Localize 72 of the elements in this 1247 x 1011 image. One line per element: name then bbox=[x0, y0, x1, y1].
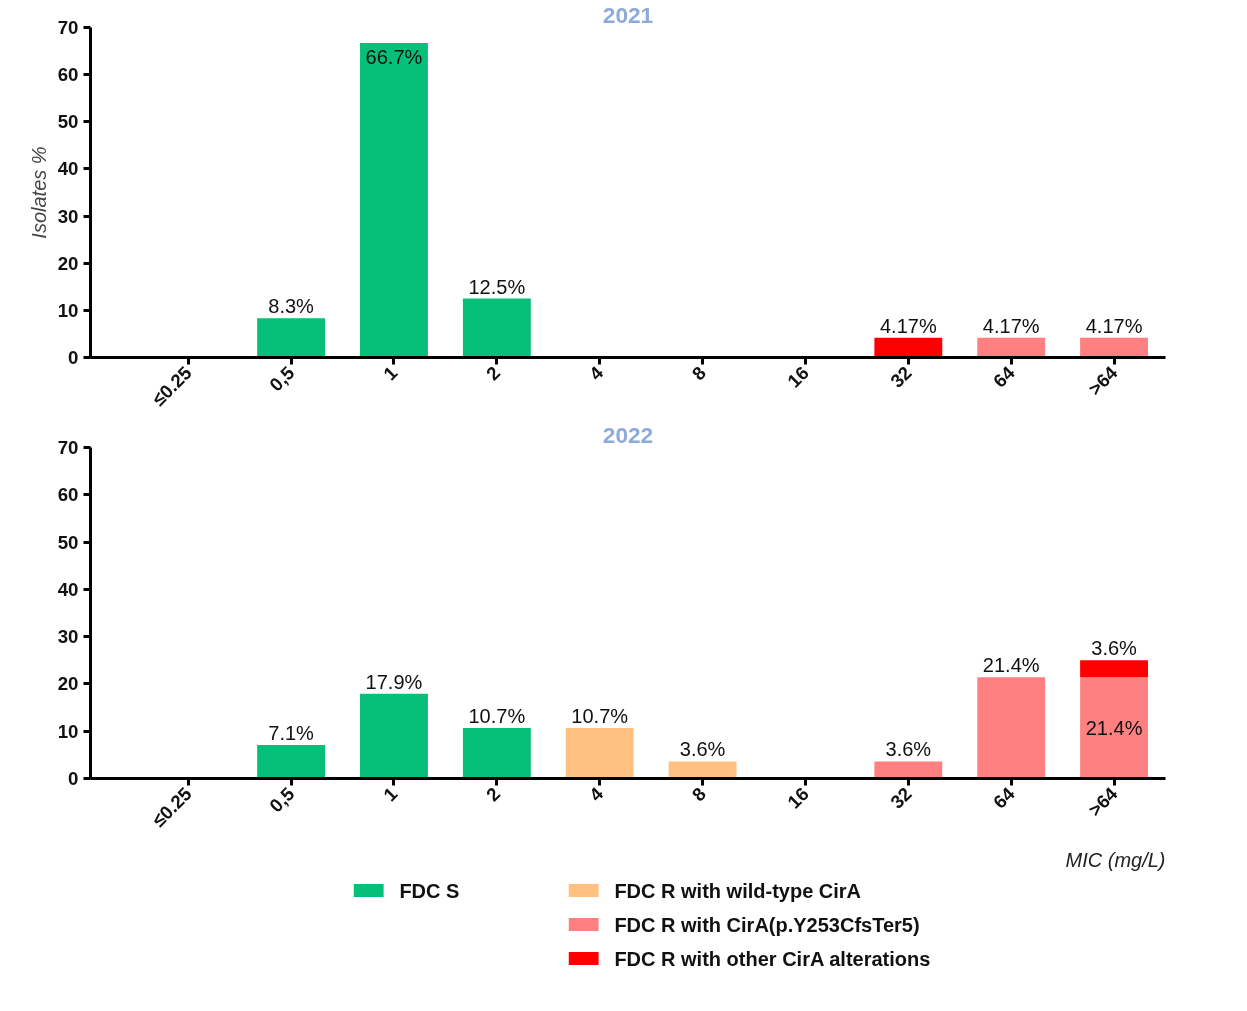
bar bbox=[462, 727, 531, 779]
x-tick-label: 2 bbox=[482, 783, 505, 806]
bar bbox=[462, 298, 531, 358]
chart-title: 2022 bbox=[602, 421, 654, 448]
x-tick-label: 16 bbox=[783, 783, 813, 813]
data-label: 3.6% bbox=[885, 738, 932, 761]
bar bbox=[257, 318, 326, 358]
y-tick-label: 70 bbox=[57, 17, 79, 38]
x-tick-label: 8 bbox=[687, 362, 711, 385]
x-tick-label: 0,5 bbox=[265, 362, 299, 396]
y-tick-label: 30 bbox=[57, 205, 79, 227]
data-label: 17.9% bbox=[365, 670, 423, 693]
bar bbox=[565, 727, 634, 779]
legend-label: FDC R with CirA(p.Y253CfsTer5) bbox=[614, 913, 920, 936]
data-label: 21.4% bbox=[1085, 716, 1143, 739]
bar bbox=[257, 744, 326, 779]
bar bbox=[1080, 337, 1149, 358]
data-label: 4.17% bbox=[982, 314, 1040, 337]
x-tick-label: >64 bbox=[1084, 782, 1122, 821]
data-label: 4.17% bbox=[879, 314, 937, 337]
bar bbox=[1080, 677, 1149, 779]
bar bbox=[360, 693, 428, 779]
y-tick-label: 10 bbox=[57, 299, 79, 321]
x-tick-label: 32 bbox=[886, 362, 916, 392]
x-tick-label: 0,5 bbox=[265, 783, 299, 817]
y-tick-label: 60 bbox=[57, 484, 79, 506]
data-label: 8.3% bbox=[268, 295, 315, 318]
bar bbox=[1080, 660, 1149, 678]
x-tick-label: 2 bbox=[482, 362, 505, 385]
data-label: 66.7% bbox=[365, 46, 423, 69]
data-label: 21.4% bbox=[982, 654, 1040, 677]
x-tick-label: 4 bbox=[584, 361, 608, 385]
data-label: 10.7% bbox=[571, 704, 629, 727]
bar bbox=[360, 43, 428, 358]
x-tick-label: 1 bbox=[379, 783, 402, 806]
y-tick-label: 70 bbox=[57, 437, 79, 458]
y-tick-label: 40 bbox=[57, 158, 79, 180]
y-tick-label: 40 bbox=[57, 578, 79, 600]
x-axis-title: MIC (mg/L) bbox=[1065, 848, 1166, 871]
x-tick-label: 64 bbox=[989, 361, 1020, 392]
y-tick-label: 0 bbox=[68, 347, 79, 368]
bar bbox=[874, 761, 943, 779]
data-label: 3.6% bbox=[1091, 637, 1138, 660]
bar bbox=[977, 337, 1046, 358]
x-tick-label: >64 bbox=[1084, 361, 1122, 400]
x-tick-label: 64 bbox=[989, 782, 1020, 813]
data-label: 12.5% bbox=[468, 275, 526, 298]
legend-label: FDC R with wild-type CirA bbox=[614, 879, 862, 902]
bar bbox=[874, 337, 943, 358]
x-tick-label: 1 bbox=[379, 362, 402, 385]
data-label: 4.17% bbox=[1085, 314, 1143, 337]
x-tick-label: 16 bbox=[783, 362, 813, 392]
chart-title: 2021 bbox=[602, 1, 654, 28]
x-tick-label: 32 bbox=[886, 783, 916, 813]
y-tick-label: 20 bbox=[57, 673, 79, 695]
legend-label: FDC R with other CirA alterations bbox=[614, 947, 931, 970]
legend-label: FDC S bbox=[399, 879, 460, 902]
y-tick-label: 10 bbox=[57, 720, 79, 742]
bar bbox=[977, 677, 1046, 779]
x-tick-label: 8 bbox=[687, 783, 711, 806]
x-tick-label: 4 bbox=[584, 782, 608, 806]
data-label: 3.6% bbox=[679, 738, 726, 761]
y-tick-label: 50 bbox=[57, 531, 79, 553]
y-tick-label: 50 bbox=[57, 111, 79, 133]
y-axis-title: Isolates % bbox=[27, 146, 50, 239]
y-tick-label: 20 bbox=[57, 252, 79, 274]
data-label: 10.7% bbox=[468, 704, 526, 727]
data-label: 7.1% bbox=[268, 721, 315, 744]
bar bbox=[668, 761, 737, 779]
y-tick-label: 30 bbox=[57, 626, 79, 648]
y-tick-label: 60 bbox=[57, 64, 79, 86]
y-tick-label: 0 bbox=[68, 768, 79, 789]
